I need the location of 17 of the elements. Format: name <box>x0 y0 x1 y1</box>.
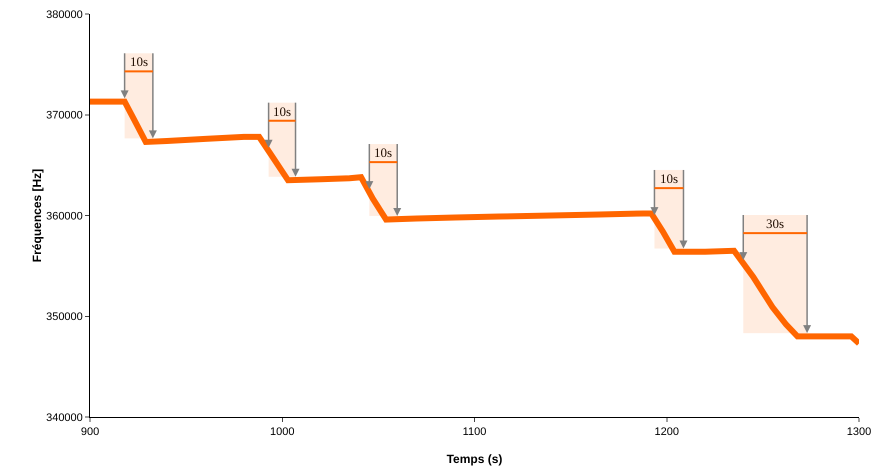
x-tick-label: 1100 <box>462 426 486 438</box>
band-label: 10s <box>660 171 678 186</box>
y-tick-label: 380000 <box>46 8 83 21</box>
y-tick-label: 370000 <box>46 110 83 122</box>
y-tick-label: 360000 <box>46 210 83 222</box>
band-label: 10s <box>374 145 392 160</box>
x-tick-label: 1000 <box>270 426 294 438</box>
band-label: 10s <box>130 54 148 69</box>
y-tick-label: 350000 <box>46 311 83 324</box>
y-tick-label: 340000 <box>46 412 83 424</box>
x-tick-label: 1200 <box>654 426 679 438</box>
band-label: 10s <box>273 104 292 119</box>
x-tick-label: 1300 <box>846 426 872 438</box>
band-label: 30s <box>766 216 784 231</box>
x-axis-title: Temps (s) <box>446 452 502 466</box>
y-axis-title: Fréquences [Hz] <box>30 168 44 262</box>
x-tick-label: 900 <box>80 426 100 438</box>
